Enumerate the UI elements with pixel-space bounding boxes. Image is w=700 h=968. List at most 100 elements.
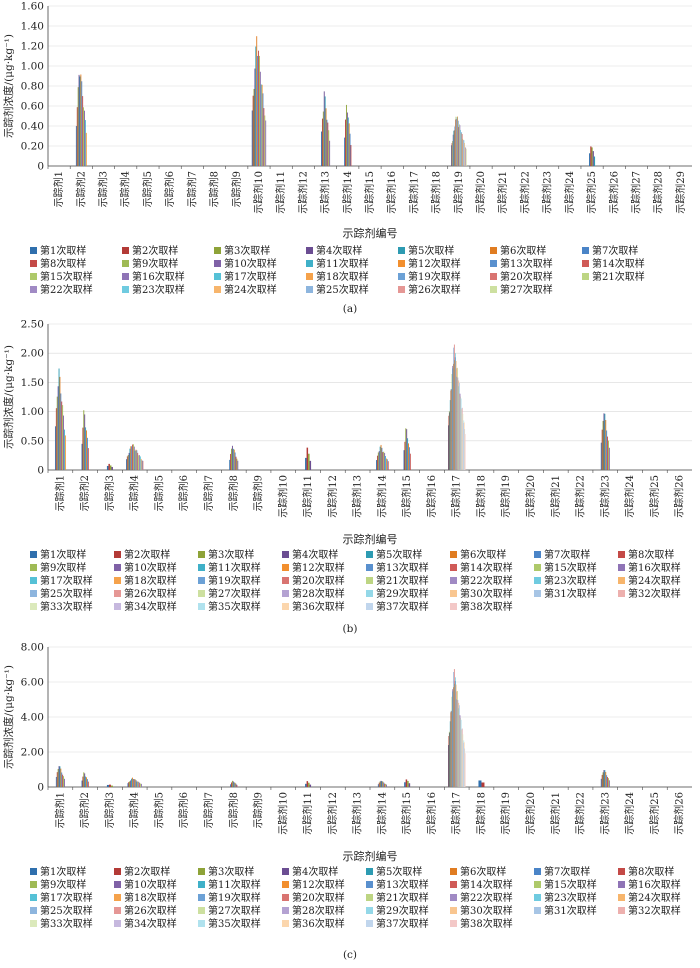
x-tick-label: 示踪剂11 xyxy=(301,792,314,835)
legend-swatch xyxy=(490,260,497,267)
bar xyxy=(128,781,130,787)
legend-swatch xyxy=(114,590,121,597)
legend-label: 第18次取样 xyxy=(124,891,177,904)
bar xyxy=(462,728,463,787)
x-tick-label: 示踪剂4 xyxy=(119,171,132,207)
legend-swatch xyxy=(114,603,121,610)
bar xyxy=(345,119,346,166)
bar xyxy=(81,780,83,787)
legend-label: 第2次取样 xyxy=(124,548,170,561)
legend-label: 第34次取样 xyxy=(124,600,177,613)
legend-swatch xyxy=(398,247,405,254)
bar xyxy=(464,429,466,470)
x-tick-label: 示踪剂14 xyxy=(375,792,388,835)
x-tick-label: 示踪剂18 xyxy=(430,171,443,214)
bar xyxy=(457,700,459,787)
legend-label: 第16次取样 xyxy=(132,270,185,283)
x-tick-label: 示踪剂4 xyxy=(128,792,141,828)
legend-swatch xyxy=(214,286,221,293)
bar xyxy=(231,782,232,787)
legend-swatch xyxy=(366,590,373,597)
bar xyxy=(230,453,232,470)
legend-swatch xyxy=(122,247,129,254)
bar xyxy=(83,107,85,166)
x-tick-label: 示踪剂15 xyxy=(400,792,413,835)
legend-label: 第34次取样 xyxy=(124,917,177,930)
legend-label: 第19次取样 xyxy=(208,891,261,904)
x-tick-label: 示踪剂13 xyxy=(319,171,332,214)
bar xyxy=(455,116,457,166)
bar xyxy=(378,782,380,787)
bar xyxy=(56,396,58,470)
bar xyxy=(601,429,603,470)
bar xyxy=(463,742,464,787)
legend-label: 第24次取样 xyxy=(224,283,277,296)
legend-label: 第28次取样 xyxy=(292,904,345,917)
bar xyxy=(461,409,462,470)
bar xyxy=(453,130,454,166)
bar xyxy=(83,410,85,470)
x-tick-label: 示踪剂26 xyxy=(673,475,686,518)
legend-swatch xyxy=(30,920,37,927)
bar xyxy=(132,778,134,787)
legend-swatch xyxy=(122,273,129,280)
legend-swatch xyxy=(198,551,205,558)
bar xyxy=(259,71,261,166)
bar xyxy=(463,740,465,787)
x-axis-label: 示踪剂编号 xyxy=(343,532,398,546)
bar xyxy=(59,766,61,787)
bar xyxy=(321,118,323,166)
bar xyxy=(451,143,453,166)
legend-swatch xyxy=(534,881,541,888)
legend-label: 第31次取样 xyxy=(544,587,597,600)
bar xyxy=(451,389,452,470)
chart-panel-a: 0 0.20 0.40 0.60 0.80 1.00 1.20 1.40 1.60 示踪剂浓度/(… xyxy=(0,0,700,318)
bar xyxy=(407,438,409,470)
legend-swatch xyxy=(366,551,373,558)
bar xyxy=(454,683,456,787)
legend-label: 第20次取样 xyxy=(292,574,345,587)
bar xyxy=(452,134,454,166)
bar xyxy=(462,138,464,166)
legend-swatch xyxy=(618,907,625,914)
bar xyxy=(321,131,322,166)
legend-swatch xyxy=(30,260,37,267)
bar xyxy=(77,87,79,166)
x-tick-label: 示踪剂5 xyxy=(141,171,154,207)
bar xyxy=(349,133,351,166)
legend-label: 第38次取样 xyxy=(460,600,513,613)
legend-label: 第9次取样 xyxy=(40,561,86,574)
bar xyxy=(131,777,133,787)
legend-label: 第19次取样 xyxy=(208,574,261,587)
bar xyxy=(607,436,609,470)
panel-caption: (c) xyxy=(343,949,357,961)
bar xyxy=(86,779,88,787)
legend-swatch xyxy=(366,920,373,927)
bar xyxy=(232,448,234,470)
bar xyxy=(54,426,56,470)
legend-swatch xyxy=(214,273,221,280)
bar xyxy=(462,413,464,470)
bar xyxy=(130,446,132,470)
legend-swatch xyxy=(122,286,129,293)
bar xyxy=(327,122,329,166)
bar xyxy=(455,353,456,470)
legend-swatch xyxy=(450,577,457,584)
bar xyxy=(458,382,460,470)
bar xyxy=(138,781,140,787)
legend-swatch xyxy=(282,920,289,927)
legend-label: 第22次取样 xyxy=(460,891,513,904)
legend-swatch xyxy=(534,868,541,875)
y-tick-label: 0.20 xyxy=(21,141,44,153)
bar xyxy=(230,784,232,787)
bar xyxy=(452,368,454,470)
x-tick-label: 示踪剂9 xyxy=(252,475,265,511)
bar xyxy=(137,781,139,787)
legend-label: 第26次取样 xyxy=(124,904,177,917)
bar xyxy=(464,753,466,787)
legend-label: 第27次取样 xyxy=(208,904,261,917)
bar xyxy=(58,368,60,470)
bar xyxy=(382,452,384,470)
bar xyxy=(383,451,385,470)
bar xyxy=(462,734,464,787)
